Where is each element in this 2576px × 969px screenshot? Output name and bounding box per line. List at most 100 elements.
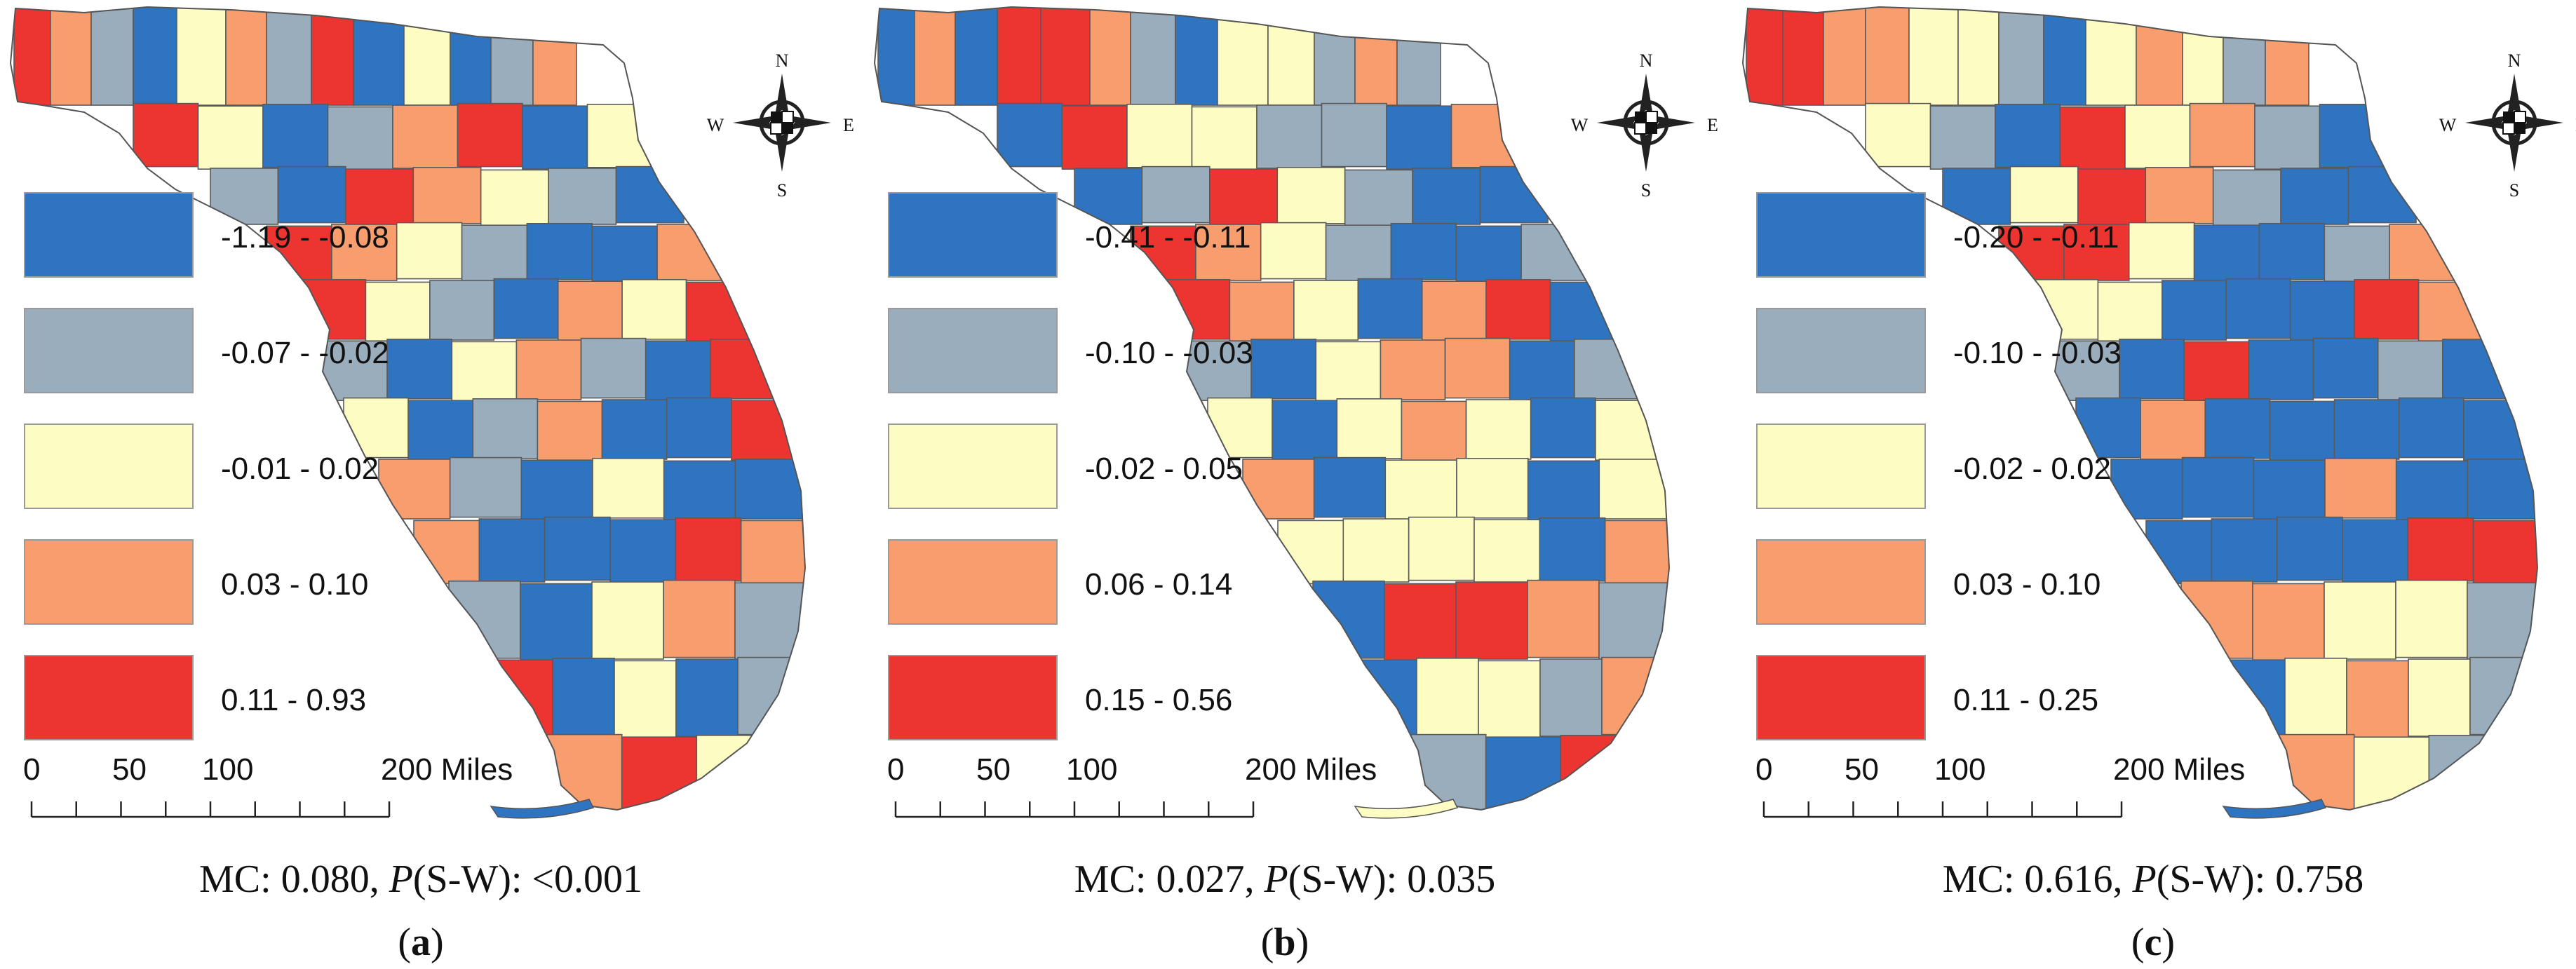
county (2063, 224, 2130, 281)
county (176, 7, 227, 106)
county (2223, 659, 2286, 738)
county (1061, 105, 1128, 170)
county (2043, 7, 2086, 106)
county (2140, 400, 2206, 461)
county (448, 580, 521, 659)
florida-keys (2222, 799, 2327, 819)
county (2269, 400, 2335, 462)
compass-n-label: N (2508, 50, 2521, 71)
county (1342, 518, 1410, 583)
county (457, 102, 523, 168)
legend-swatch (888, 423, 1058, 509)
county (449, 456, 522, 518)
county (1412, 168, 1481, 225)
county (2248, 339, 2314, 400)
county (2009, 165, 2079, 224)
county (1520, 224, 1587, 281)
legend-item: 0.06 - 0.14 (888, 539, 1232, 625)
county (522, 105, 588, 170)
county (2398, 397, 2464, 459)
county (1386, 105, 1452, 170)
county (1141, 165, 1211, 224)
legend-item: 0.11 - 0.25 (1756, 655, 2098, 740)
county (1321, 102, 1387, 168)
county (2324, 457, 2397, 519)
county (557, 280, 623, 342)
county (2180, 580, 2253, 659)
county (1195, 224, 1262, 281)
county (591, 581, 664, 660)
county (1126, 104, 1193, 168)
county (1313, 456, 1387, 518)
county (1344, 169, 1413, 227)
county (1539, 658, 1603, 737)
panel-letter: (b) (1261, 921, 1309, 964)
legend-swatch (1756, 192, 1926, 278)
scale-tick-label: 0 (23, 752, 40, 787)
county (2280, 168, 2349, 225)
florida-keys (490, 799, 595, 819)
compass-w-label: W (1571, 115, 1589, 135)
legend-label: -0.41 - -0.11 (1085, 220, 1250, 255)
county (2395, 579, 2468, 658)
county (1998, 7, 2044, 106)
county (1485, 736, 1562, 815)
legend-label: 0.15 - 0.56 (1085, 683, 1232, 717)
county (2225, 278, 2291, 339)
county (490, 7, 534, 106)
county (2354, 278, 2420, 340)
legend: -0.20 - -0.11 -0.10 - -0.03 -0.02 - 0.02 0.… (1756, 192, 2122, 740)
legend-item: -0.20 - -0.11 (1756, 192, 2119, 278)
county (1539, 517, 1606, 582)
county (740, 520, 805, 585)
county (580, 337, 647, 399)
county (592, 457, 665, 519)
choropleth-map (9, 6, 807, 819)
county (1191, 106, 1257, 171)
county (392, 104, 459, 169)
county (601, 399, 668, 460)
county (1574, 338, 1640, 400)
county (666, 397, 732, 459)
legend-swatch (1756, 308, 1926, 393)
scale-bar: 0 50 100 200 Miles (887, 752, 1377, 818)
county (1823, 7, 1866, 106)
county (2254, 105, 2321, 170)
county (2265, 7, 2309, 106)
legend-item: 0.11 - 0.93 (24, 655, 366, 740)
county (2204, 398, 2271, 459)
county (1995, 104, 2061, 168)
county (2395, 460, 2469, 522)
county (1325, 224, 1392, 283)
county-layer (13, 7, 805, 815)
county (1074, 168, 1143, 225)
county (2408, 658, 2471, 737)
county (1354, 7, 1398, 106)
panel-letter: (a) (398, 921, 443, 964)
county (90, 7, 134, 106)
county (591, 225, 658, 283)
scale-tick-label: 100 (1934, 752, 1985, 787)
county (2183, 341, 2250, 402)
florida-keys (1354, 799, 1459, 819)
panel-letter: (c) (2131, 921, 2175, 964)
county (331, 224, 398, 281)
county (2136, 7, 2183, 106)
county (1485, 278, 1551, 340)
county (480, 169, 549, 227)
county (13, 7, 51, 106)
county (1942, 168, 2011, 225)
state-outline (9, 6, 807, 811)
county (609, 519, 677, 584)
county (2342, 519, 2409, 584)
county (1474, 519, 1541, 584)
county (1357, 278, 1423, 339)
county (1207, 397, 1273, 459)
state-outline (873, 6, 1671, 811)
county (2097, 281, 2163, 343)
county (675, 517, 742, 582)
county (403, 7, 451, 106)
county (663, 579, 736, 658)
compass-n-label: N (776, 50, 789, 71)
legend-label: -0.01 - 0.02 (221, 452, 379, 486)
